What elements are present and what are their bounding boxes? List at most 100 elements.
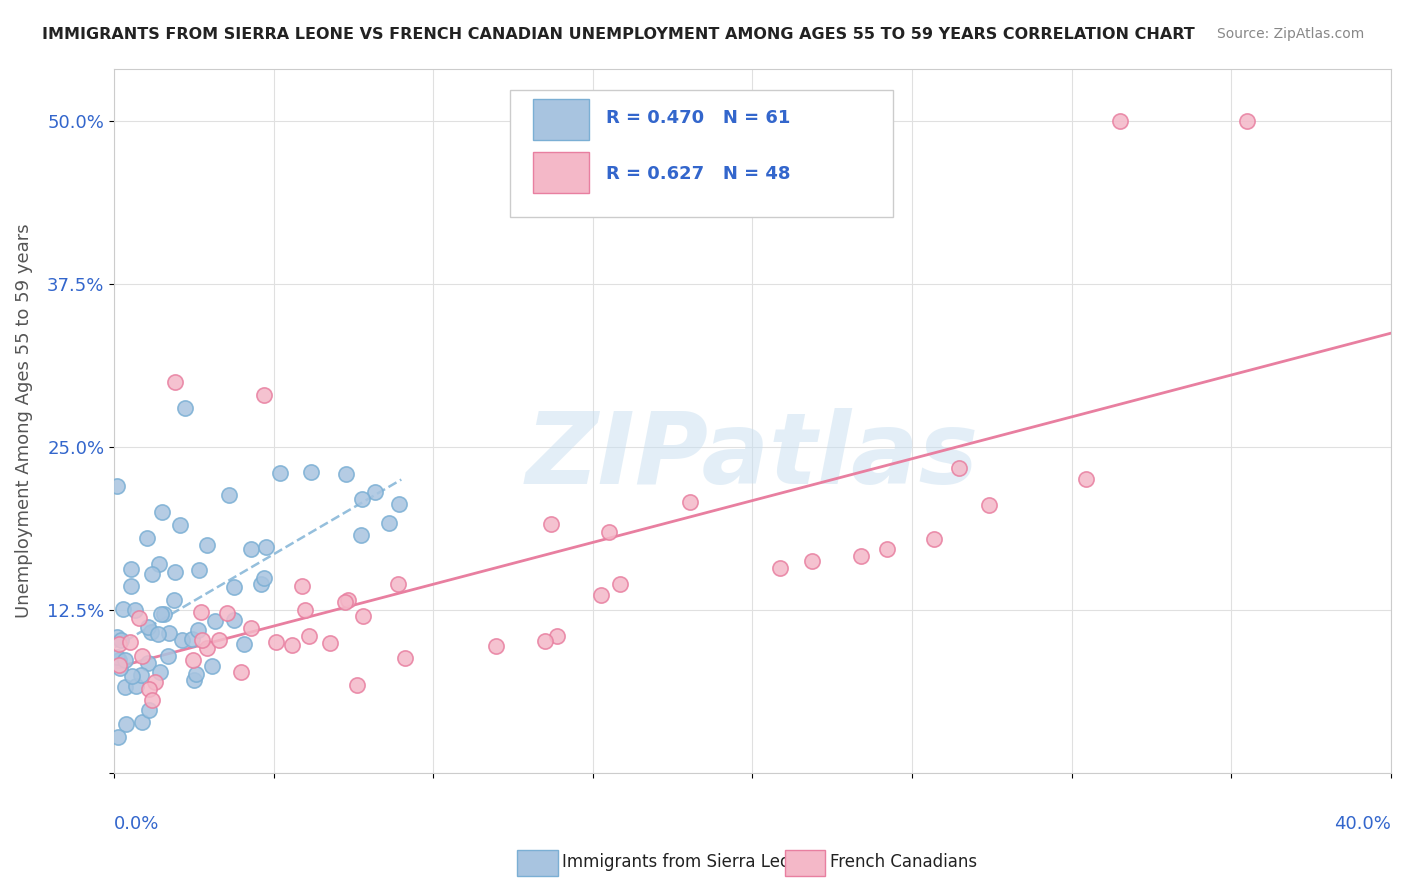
Point (191, 633, 214, 648)
Point (208, 632, 231, 647)
Point (195, 538, 218, 552)
Point (1076, 471, 1098, 485)
Point (253, 388, 276, 402)
Point (249, 577, 271, 591)
Point (173, 401, 195, 415)
Point (115, 717, 138, 731)
Point (319, 636, 342, 650)
Point (187, 562, 209, 576)
Point (876, 541, 898, 556)
Point (190, 605, 212, 619)
Point (948, 461, 970, 475)
FancyBboxPatch shape (510, 90, 893, 217)
Point (181, 653, 204, 667)
Point (131, 714, 153, 729)
Point (298, 629, 321, 643)
Point (172, 632, 194, 647)
Point (143, 675, 166, 690)
Point (131, 649, 153, 664)
Text: R = 0.470   N = 61: R = 0.470 N = 61 (606, 109, 790, 127)
Point (107, 637, 129, 651)
Point (138, 656, 160, 670)
Point (110, 633, 132, 648)
Point (141, 566, 163, 581)
Point (195, 640, 218, 655)
Point (107, 730, 129, 744)
Point (534, 633, 557, 648)
Point (138, 703, 160, 717)
Point (105, 649, 128, 664)
Text: 0.0%: 0.0% (114, 815, 159, 833)
Point (979, 499, 1001, 513)
Text: French Canadians: French Canadians (830, 853, 977, 871)
Point (120, 579, 142, 593)
Point (222, 580, 245, 594)
Point (540, 517, 562, 532)
Point (141, 693, 163, 707)
Point (120, 561, 142, 575)
Point (129, 668, 152, 682)
Point (364, 485, 387, 500)
Point (394, 651, 416, 665)
Point (201, 658, 224, 673)
Point (352, 608, 374, 623)
Point (387, 577, 409, 591)
Point (299, 465, 322, 479)
Point (108, 661, 131, 675)
Point (141, 625, 163, 640)
Text: ZIPatlas: ZIPatlas (526, 408, 979, 505)
Point (138, 682, 160, 697)
Point (253, 571, 276, 585)
Text: Immigrants from Sierra Leone: Immigrants from Sierra Leone (562, 853, 811, 871)
Point (218, 488, 240, 502)
Point (153, 607, 176, 621)
Point (922, 533, 945, 547)
Point (387, 497, 409, 511)
Point (150, 505, 173, 519)
Point (546, 629, 568, 643)
Point (149, 665, 172, 679)
Point (169, 518, 191, 533)
Point (239, 542, 262, 557)
Point (105, 479, 128, 493)
Point (125, 679, 148, 693)
Y-axis label: Unemployment Among Ages 55 to 59 years: Unemployment Among Ages 55 to 59 years (15, 224, 32, 618)
Point (128, 611, 150, 625)
Text: Source: ZipAtlas.com: Source: ZipAtlas.com (1216, 27, 1364, 41)
Point (589, 588, 612, 602)
Point (184, 667, 207, 681)
Point (114, 681, 136, 695)
Text: IMMIGRANTS FROM SIERRA LEONE VS FRENCH CANADIAN UNEMPLOYMENT AMONG AGES 55 TO 59: IMMIGRANTS FROM SIERRA LEONE VS FRENCH C… (42, 27, 1195, 42)
Point (146, 626, 169, 640)
Point (769, 561, 792, 575)
Point (105, 630, 128, 644)
Point (678, 494, 700, 508)
Point (183, 673, 205, 687)
Point (165, 565, 187, 579)
Point (350, 528, 373, 542)
Point (800, 554, 823, 568)
Point (150, 607, 173, 621)
Point (264, 635, 287, 649)
Point (335, 467, 357, 481)
Text: R = 0.627   N = 48: R = 0.627 N = 48 (606, 165, 790, 183)
Point (157, 625, 180, 640)
Point (233, 637, 256, 651)
Point (163, 375, 186, 389)
Point (181, 632, 204, 646)
Point (217, 606, 239, 620)
Point (336, 593, 359, 607)
Point (598, 524, 620, 539)
Point (485, 639, 508, 653)
Point (291, 579, 314, 593)
Point (280, 638, 302, 652)
Point (111, 602, 134, 616)
Point (107, 653, 129, 667)
Point (121, 669, 143, 683)
Point (136, 531, 159, 545)
Point (107, 658, 129, 673)
Point (124, 602, 146, 616)
FancyBboxPatch shape (533, 152, 589, 194)
Text: 40.0%: 40.0% (1334, 815, 1391, 833)
Point (333, 595, 356, 609)
